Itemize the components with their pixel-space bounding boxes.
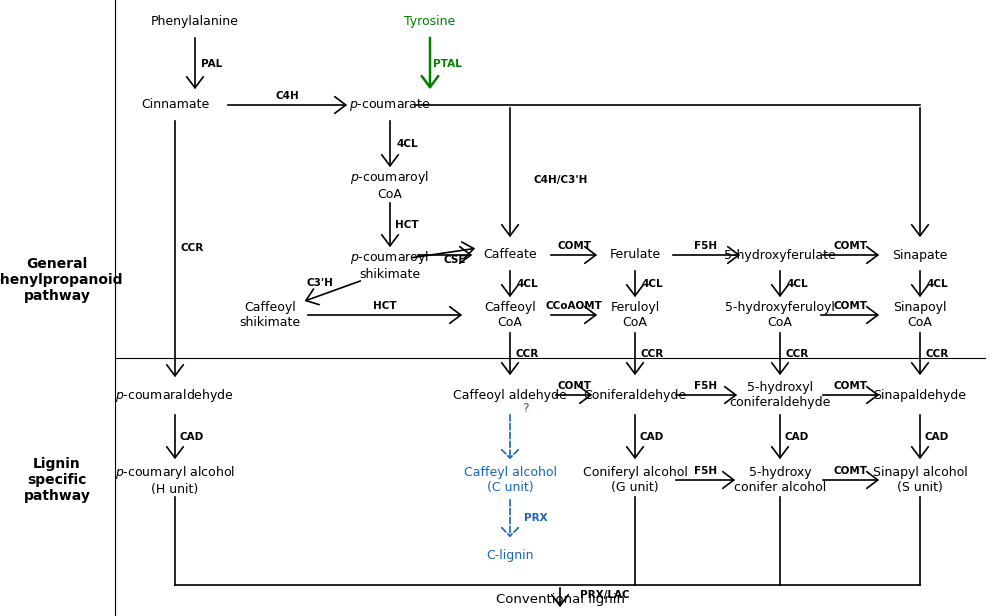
- Text: CCoAOMT: CCoAOMT: [546, 301, 602, 311]
- Text: F5H: F5H: [694, 381, 718, 391]
- Text: PRX/LAC: PRX/LAC: [580, 590, 630, 600]
- Text: C-lignin: C-lignin: [486, 548, 534, 562]
- Text: $p$-coumaroyl
shikimate: $p$-coumaroyl shikimate: [350, 249, 430, 281]
- Text: F5H: F5H: [694, 466, 718, 476]
- Text: Sinapaldehyde: Sinapaldehyde: [874, 389, 966, 402]
- Text: Ferulate: Ferulate: [609, 248, 661, 262]
- Text: General
phenylpropanoid
pathway: General phenylpropanoid pathway: [0, 257, 123, 303]
- Text: COMT: COMT: [834, 241, 868, 251]
- Text: Cinnamate: Cinnamate: [141, 99, 209, 111]
- Text: COMT: COMT: [834, 381, 868, 391]
- Text: Caffeoyl aldehyde: Caffeoyl aldehyde: [453, 389, 567, 402]
- Text: COMT: COMT: [833, 301, 867, 311]
- Text: 5-hydroxyferuloyl
CoA: 5-hydroxyferuloyl CoA: [725, 301, 835, 329]
- Text: 4CL: 4CL: [926, 279, 948, 289]
- Text: $p$-coumaryl alcohol
(H unit): $p$-coumaryl alcohol (H unit): [115, 464, 235, 496]
- Text: Tyrosine: Tyrosine: [404, 15, 456, 28]
- Text: 5-hydroxy
conifer alcohol: 5-hydroxy conifer alcohol: [734, 466, 826, 494]
- Text: Lignin
specific
pathway: Lignin specific pathway: [24, 457, 90, 503]
- Text: CSE: CSE: [444, 255, 466, 265]
- Text: CCR: CCR: [180, 243, 204, 253]
- Text: CAD: CAD: [925, 432, 949, 442]
- Text: ?: ?: [522, 402, 529, 415]
- Text: C4H: C4H: [275, 91, 299, 101]
- Text: Sinapoyl
CoA: Sinapoyl CoA: [893, 301, 947, 329]
- Text: $p$-coumaraldehyde: $p$-coumaraldehyde: [115, 386, 235, 403]
- Text: Feruloyl
CoA: Feruloyl CoA: [610, 301, 660, 329]
- Text: CCR: CCR: [640, 349, 664, 359]
- Text: Caffeate: Caffeate: [483, 248, 537, 262]
- Text: 4CL: 4CL: [516, 279, 538, 289]
- Text: Phenylalanine: Phenylalanine: [151, 15, 239, 28]
- Text: Coniferyl alcohol
(G unit): Coniferyl alcohol (G unit): [583, 466, 687, 494]
- Text: CCR: CCR: [515, 349, 539, 359]
- Text: C4H/C3'H: C4H/C3'H: [533, 175, 587, 185]
- Text: 5-hydroxyferulate: 5-hydroxyferulate: [724, 248, 836, 262]
- Text: Sinapate: Sinapate: [892, 248, 948, 262]
- Text: 5-hydroxyl
coniferaldehyde: 5-hydroxyl coniferaldehyde: [729, 381, 831, 409]
- Text: $p$-coumarate: $p$-coumarate: [349, 97, 431, 113]
- Text: CAD: CAD: [785, 432, 809, 442]
- Text: CCR: CCR: [785, 349, 809, 359]
- Text: Caffeyl alcohol
(C unit): Caffeyl alcohol (C unit): [464, 466, 556, 494]
- Text: 4CL: 4CL: [396, 139, 418, 149]
- Text: CAD: CAD: [180, 432, 204, 442]
- Text: Coniferaldehyde: Coniferaldehyde: [583, 389, 687, 402]
- Text: Caffeoyl
shikimate: Caffeoyl shikimate: [239, 301, 301, 329]
- Text: COMT: COMT: [557, 381, 591, 391]
- Text: $p$-coumaroyl
CoA: $p$-coumaroyl CoA: [350, 169, 430, 201]
- Text: C3'H: C3'H: [307, 278, 333, 288]
- Text: PTAL: PTAL: [433, 59, 461, 69]
- Text: 4CL: 4CL: [786, 279, 808, 289]
- Text: PAL: PAL: [201, 59, 223, 69]
- Text: Sinapyl alcohol
(S unit): Sinapyl alcohol (S unit): [873, 466, 967, 494]
- Text: F5H: F5H: [694, 241, 718, 251]
- Text: Conventional lignin: Conventional lignin: [496, 593, 624, 607]
- Text: HCT: HCT: [373, 301, 397, 311]
- Text: COMT: COMT: [834, 466, 868, 476]
- Text: 4CL: 4CL: [641, 279, 663, 289]
- Text: Caffeoyl
CoA: Caffeoyl CoA: [484, 301, 536, 329]
- Text: CCR: CCR: [925, 349, 949, 359]
- Text: HCT: HCT: [395, 220, 419, 230]
- Text: CAD: CAD: [640, 432, 664, 442]
- Text: PRX: PRX: [524, 513, 548, 523]
- Text: COMT: COMT: [557, 241, 591, 251]
